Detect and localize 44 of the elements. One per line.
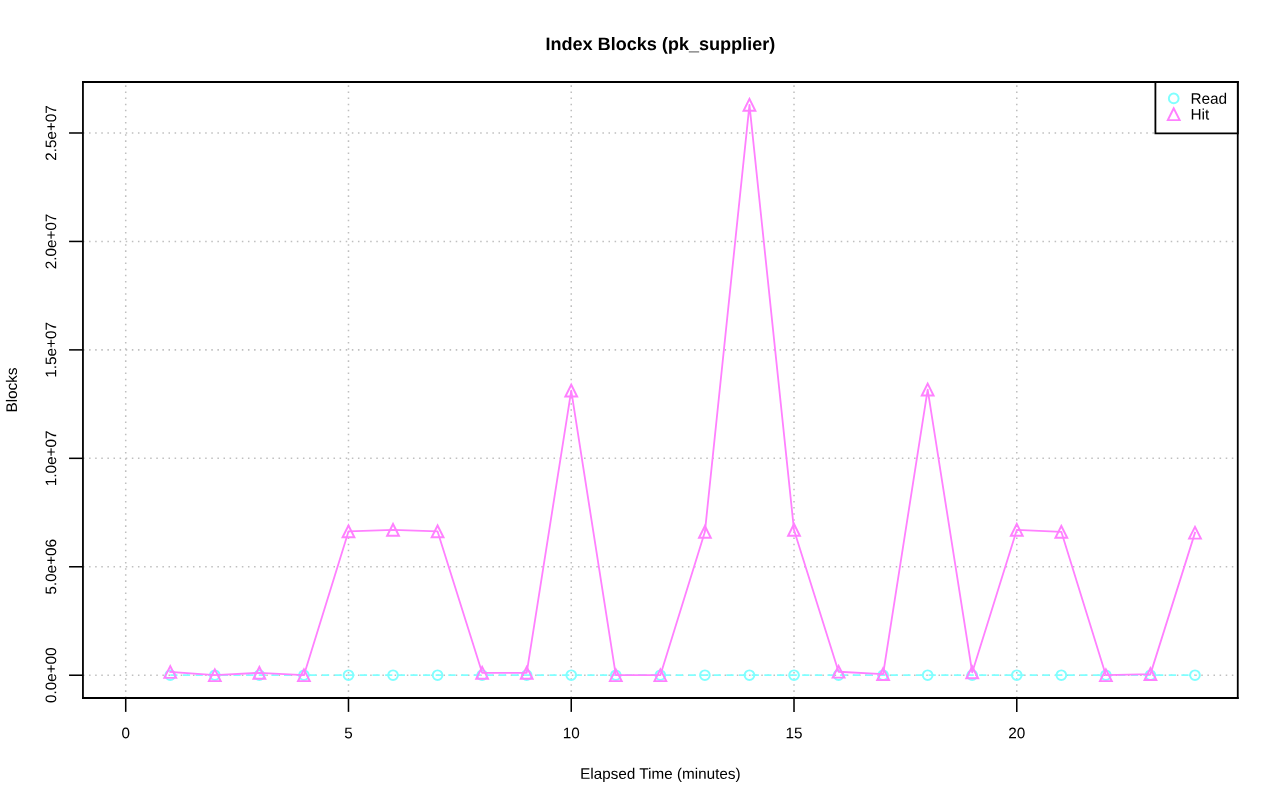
point xyxy=(252,665,267,680)
x-axis-title: Elapsed Time (minutes) xyxy=(581,767,740,783)
point xyxy=(519,665,534,680)
point xyxy=(342,669,355,682)
y-tick-label: 1.5e+07 xyxy=(45,322,57,377)
point xyxy=(742,97,757,112)
point xyxy=(387,669,399,682)
point xyxy=(475,665,490,680)
x-tick-label: 20 xyxy=(1009,727,1025,739)
point xyxy=(743,669,756,682)
y-axis-title: Blocks xyxy=(5,368,18,412)
y-tick-label: 2.5e+07 xyxy=(45,105,57,161)
legend-label: Hit xyxy=(1191,108,1210,120)
point xyxy=(965,665,980,680)
point xyxy=(699,669,711,682)
x-tick-label: 0 xyxy=(122,727,130,739)
point xyxy=(386,523,400,537)
y-tick-label: 0.0e+00 xyxy=(45,647,57,703)
point xyxy=(565,669,578,682)
y-tick-label: 1.0e+07 xyxy=(45,431,57,485)
y-tick-label: 2.0e+07 xyxy=(45,214,57,269)
point xyxy=(564,383,579,398)
point xyxy=(920,382,935,397)
point xyxy=(1009,523,1024,537)
point xyxy=(341,524,356,539)
point xyxy=(430,524,445,539)
point xyxy=(698,524,712,539)
point xyxy=(787,523,801,537)
point xyxy=(831,664,846,679)
y-tick-label: 5.0e+06 xyxy=(45,539,57,594)
legend-label: Read xyxy=(1191,92,1227,104)
point xyxy=(1010,669,1023,682)
point xyxy=(1054,524,1069,539)
chart-title: Index Blocks (pk_supplier) xyxy=(546,36,775,54)
point xyxy=(921,669,934,682)
point xyxy=(1188,525,1202,540)
point xyxy=(163,665,178,679)
x-tick-label: 5 xyxy=(344,727,353,739)
point xyxy=(1189,669,1201,682)
point xyxy=(431,669,444,682)
point xyxy=(1055,669,1068,682)
x-tick-label: 10 xyxy=(563,727,580,739)
point xyxy=(788,669,800,682)
x-tick-label: 15 xyxy=(786,727,802,739)
